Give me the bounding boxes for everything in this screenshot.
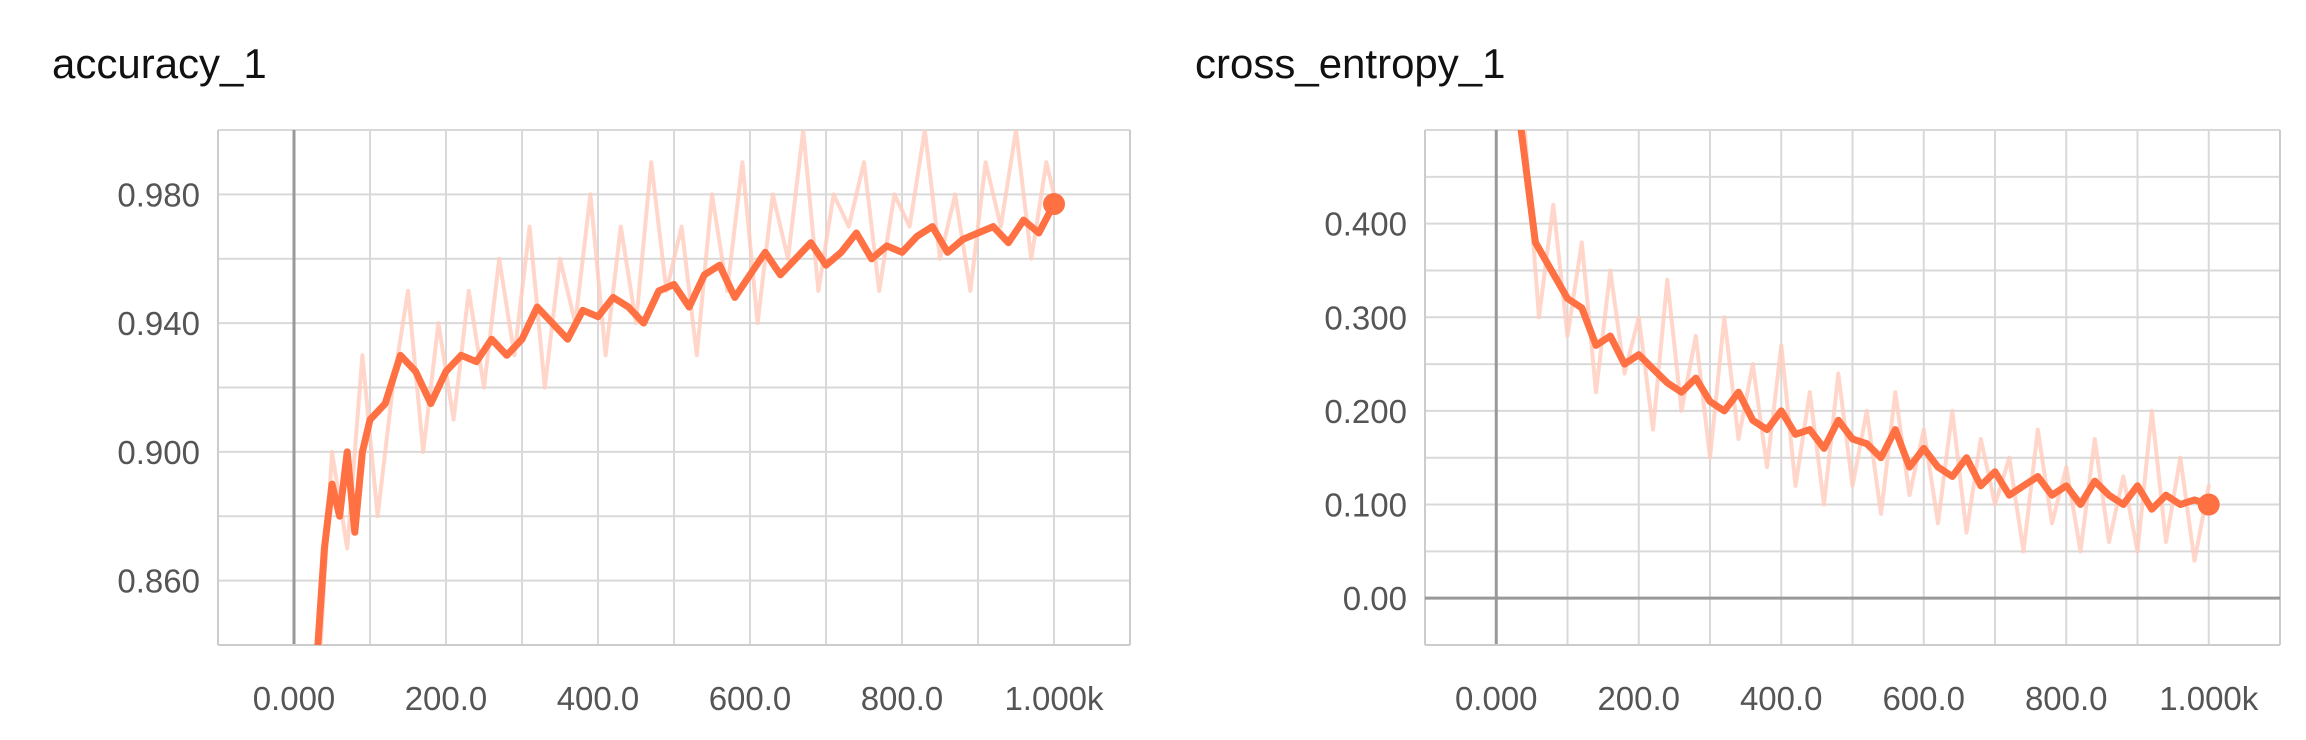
x-tick-label: 400.0	[1740, 680, 1823, 717]
x-tick-label: 600.0	[1882, 680, 1965, 717]
y-tick-label: 0.300	[1324, 299, 1407, 336]
y-tick-label: 0.900	[117, 434, 200, 471]
line-chart-accuracy[interactable]: 0.860 0.900 0.940 0.980 0.000 200.0 400.0 600.0…	[0, 0, 1150, 740]
chart-panel-accuracy: accuracy_1 0.860 0.900 0.940 0.980 0.000 200.…	[0, 0, 1150, 740]
y-tick-label: 0.00	[1343, 580, 1407, 617]
chart-title: accuracy_1	[52, 40, 267, 87]
y-tick-label: 0.860	[117, 563, 200, 600]
x-tick-label: 200.0	[405, 680, 488, 717]
x-tick-label: 0.000	[253, 680, 336, 717]
y-tick-label: 0.400	[1324, 206, 1407, 243]
y-tick-label: 0.200	[1324, 393, 1407, 430]
smoothed-series-line	[314, 200, 1058, 645]
series-group	[314, 130, 1058, 645]
x-tick-label: 0.000	[1455, 680, 1538, 717]
chart-panel-cross-entropy: cross_entropy_1 0.00 0.100 0.200 0.300 0.400…	[1150, 0, 2306, 740]
series-group	[1517, 130, 2213, 563]
smoothed-series-line	[1517, 130, 2213, 513]
x-tick-label: 1.000k	[1004, 680, 1104, 717]
x-tick-label: 800.0	[2025, 680, 2108, 717]
last-point-marker[interactable]	[2197, 493, 2220, 516]
raw-series-line	[318, 130, 1056, 645]
x-tick-label: 800.0	[861, 680, 944, 717]
x-tick-label: 400.0	[557, 680, 640, 717]
x-tick-label: 1.000k	[2159, 680, 2259, 717]
line-chart-cross-entropy[interactable]: 0.00 0.100 0.200 0.300 0.400 0.000 200.0 400.0 6…	[1150, 0, 2306, 740]
grid	[217, 129, 1131, 646]
x-tick-label: 200.0	[1597, 680, 1680, 717]
y-tick-label: 0.940	[117, 305, 200, 342]
y-tick-label: 0.980	[117, 176, 200, 213]
last-point-marker[interactable]	[1043, 193, 1065, 216]
x-tick-label: 600.0	[709, 680, 792, 717]
chart-title: cross_entropy_1	[1195, 40, 1506, 87]
y-tick-label: 0.100	[1324, 487, 1407, 524]
raw-series-line	[1522, 130, 2211, 563]
